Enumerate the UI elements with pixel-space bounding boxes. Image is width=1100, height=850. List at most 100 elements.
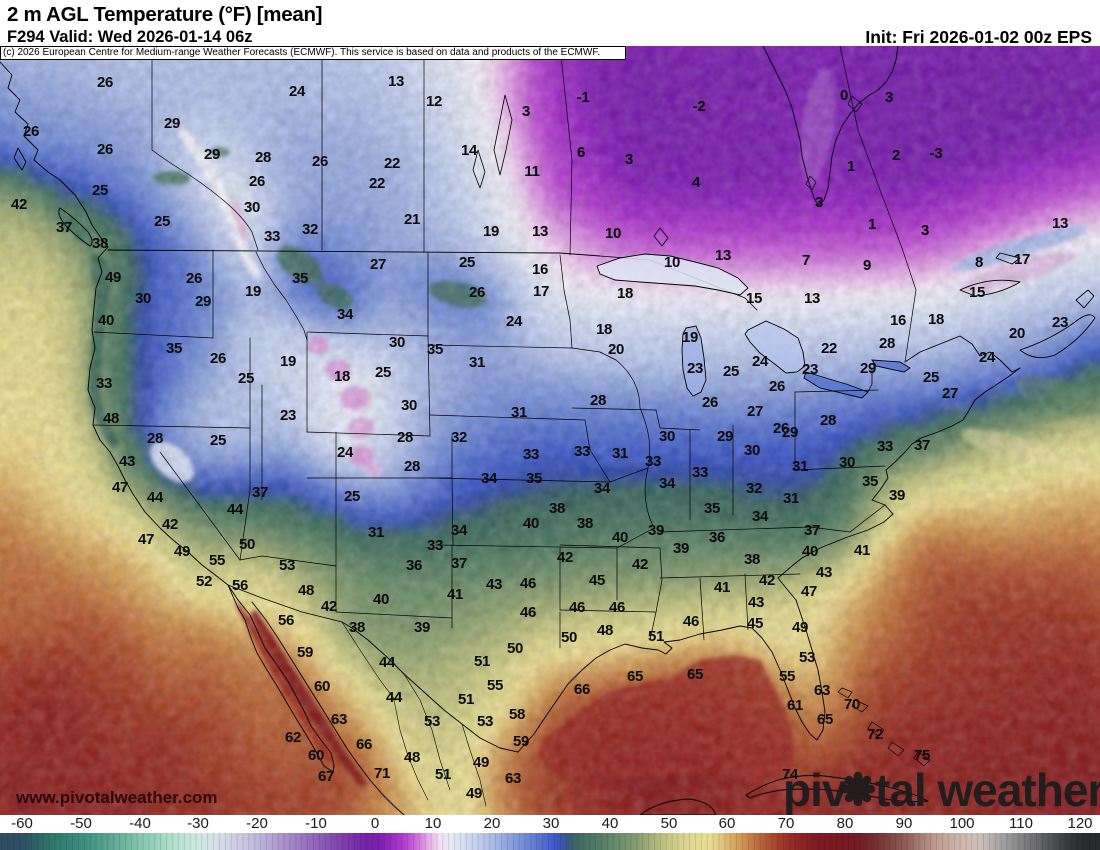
svg-text:28: 28: [404, 458, 420, 475]
svg-text:31: 31: [469, 354, 485, 371]
svg-text:39: 39: [889, 487, 905, 504]
svg-text:42: 42: [321, 598, 337, 615]
svg-text:30: 30: [659, 428, 675, 445]
svg-text:22: 22: [821, 340, 837, 357]
svg-text:20: 20: [608, 341, 624, 358]
svg-text:66: 66: [574, 681, 590, 698]
svg-text:23: 23: [687, 360, 703, 377]
svg-text:9: 9: [863, 257, 871, 274]
svg-text:45: 45: [747, 615, 763, 632]
svg-text:18: 18: [617, 285, 633, 302]
svg-text:48: 48: [404, 749, 420, 766]
svg-text:55: 55: [779, 668, 795, 685]
svg-text:40: 40: [612, 529, 628, 546]
svg-text:40: 40: [523, 515, 539, 532]
svg-text:37: 37: [252, 484, 268, 501]
svg-text:71: 71: [374, 765, 390, 782]
svg-text:38: 38: [349, 619, 365, 636]
svg-text:42: 42: [759, 572, 775, 589]
svg-text:25: 25: [375, 364, 391, 381]
svg-text:28: 28: [397, 429, 413, 446]
svg-text:35: 35: [427, 341, 443, 358]
svg-text:12: 12: [426, 93, 442, 110]
svg-text:63: 63: [814, 682, 830, 699]
svg-text:43: 43: [816, 564, 832, 581]
svg-text:40: 40: [373, 591, 389, 608]
svg-text:25: 25: [459, 254, 475, 271]
svg-text:33: 33: [96, 375, 112, 392]
svg-text:34: 34: [594, 480, 611, 497]
svg-text:48: 48: [103, 410, 119, 427]
svg-text:0: 0: [840, 87, 848, 104]
svg-text:-2: -2: [693, 98, 706, 115]
svg-text:27: 27: [747, 403, 763, 420]
svg-text:53: 53: [477, 713, 493, 730]
svg-text:10: 10: [605, 225, 621, 242]
svg-text:48: 48: [597, 622, 613, 639]
svg-text:3: 3: [885, 89, 893, 106]
svg-text:65: 65: [687, 666, 703, 683]
svg-text:38: 38: [92, 235, 108, 252]
svg-text:31: 31: [511, 404, 527, 421]
svg-text:16: 16: [532, 261, 548, 278]
svg-text:19: 19: [483, 223, 499, 240]
svg-text:51: 51: [474, 653, 490, 670]
svg-text:33: 33: [645, 453, 661, 470]
svg-text:24: 24: [506, 313, 523, 330]
svg-text:47: 47: [112, 479, 128, 496]
svg-text:26: 26: [186, 270, 202, 287]
svg-text:17: 17: [533, 283, 549, 300]
svg-text:33: 33: [877, 438, 893, 455]
svg-text:piv: piv: [783, 764, 848, 816]
svg-text:62: 62: [285, 729, 301, 746]
svg-text:50: 50: [561, 629, 577, 646]
svg-text:36: 36: [709, 529, 725, 546]
svg-text:30: 30: [389, 334, 405, 351]
svg-text:66: 66: [356, 736, 372, 753]
svg-text:13: 13: [388, 73, 404, 90]
svg-text:33: 33: [427, 537, 443, 554]
svg-text:59: 59: [297, 644, 313, 661]
svg-text:56: 56: [278, 612, 294, 629]
svg-text:28: 28: [147, 430, 163, 447]
svg-text:14: 14: [461, 142, 478, 159]
svg-text:75: 75: [914, 747, 930, 764]
svg-text:46: 46: [609, 599, 625, 616]
svg-text:41: 41: [854, 542, 870, 559]
svg-text:44: 44: [386, 689, 403, 706]
svg-text:18: 18: [596, 321, 612, 338]
svg-text:38: 38: [744, 551, 760, 568]
svg-text:24: 24: [289, 83, 306, 100]
svg-text:29: 29: [860, 360, 876, 377]
svg-text:41: 41: [447, 586, 463, 603]
svg-text:22: 22: [384, 155, 400, 172]
svg-text:27: 27: [942, 385, 958, 402]
svg-text:46: 46: [520, 575, 536, 592]
svg-text:35: 35: [862, 473, 878, 490]
svg-text:33: 33: [523, 446, 539, 463]
svg-text:8: 8: [975, 254, 983, 271]
svg-text:43: 43: [748, 594, 764, 611]
svg-text:49: 49: [792, 619, 808, 636]
svg-text:51: 51: [648, 628, 664, 645]
svg-text:42: 42: [632, 556, 648, 573]
svg-text:26: 26: [312, 153, 328, 170]
svg-text:58: 58: [509, 706, 525, 723]
svg-text:3: 3: [625, 151, 633, 168]
svg-text:39: 39: [414, 619, 430, 636]
svg-text:25: 25: [154, 213, 170, 230]
svg-text:25: 25: [238, 370, 254, 387]
svg-text:30: 30: [401, 397, 417, 414]
svg-text:29: 29: [164, 115, 180, 132]
svg-text:60: 60: [308, 747, 324, 764]
svg-text:18: 18: [334, 368, 350, 385]
svg-text:44: 44: [147, 489, 164, 506]
svg-text:31: 31: [792, 458, 808, 475]
svg-text:13: 13: [532, 223, 548, 240]
svg-text:30: 30: [744, 442, 760, 459]
svg-text:24: 24: [979, 349, 996, 366]
svg-text:42: 42: [11, 196, 27, 213]
svg-text:25: 25: [923, 369, 939, 386]
svg-text:29: 29: [717, 428, 733, 445]
svg-text:34: 34: [451, 522, 468, 539]
